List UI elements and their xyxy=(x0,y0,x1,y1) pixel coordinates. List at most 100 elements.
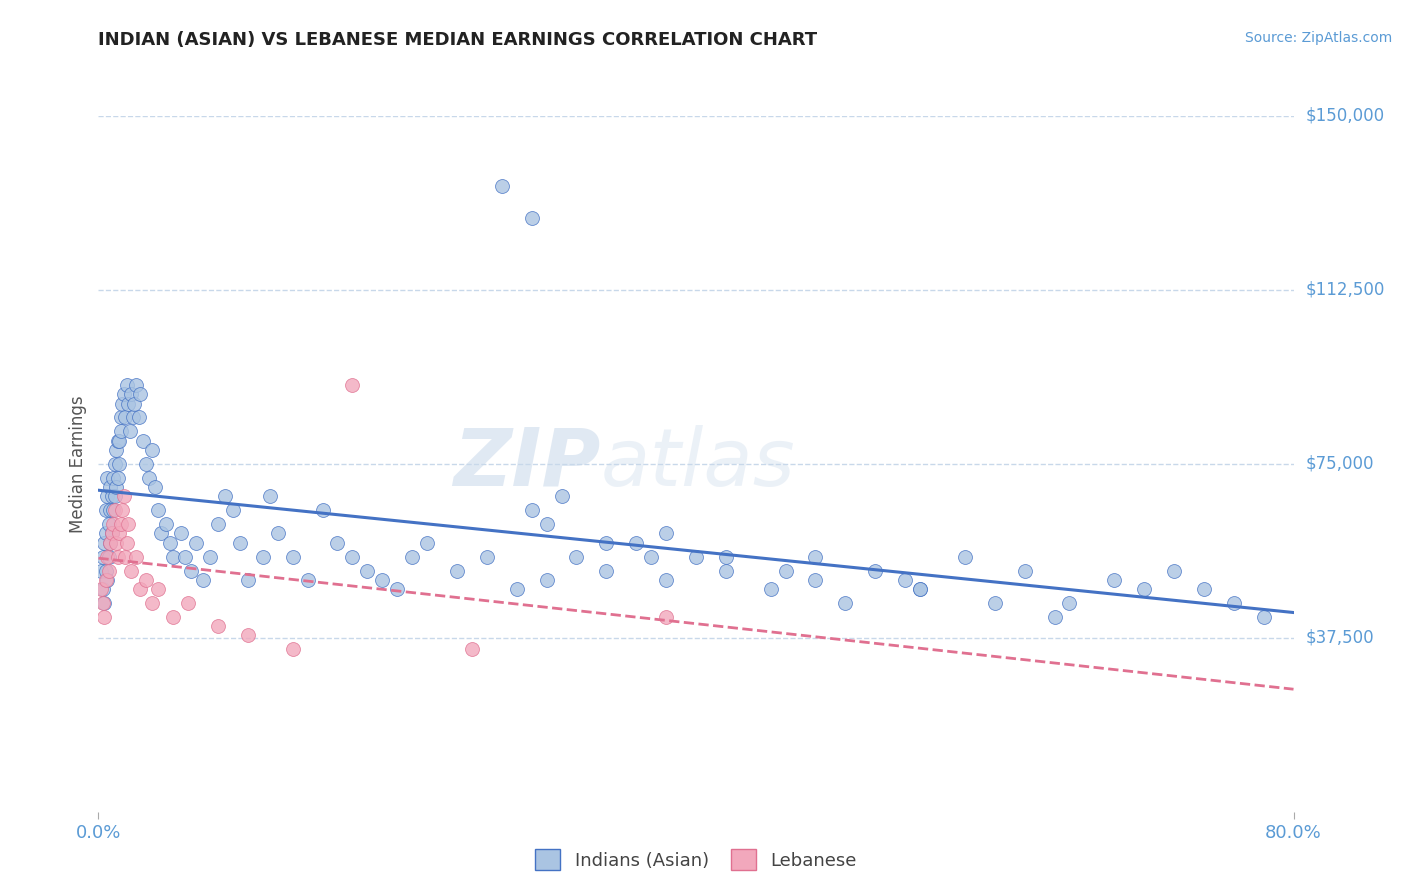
Point xyxy=(297,573,319,587)
Point xyxy=(96,471,118,485)
Point xyxy=(129,387,152,401)
Text: Source: ZipAtlas.com: Source: ZipAtlas.com xyxy=(1244,31,1392,45)
Text: $75,000: $75,000 xyxy=(1306,455,1374,473)
Point xyxy=(865,564,887,578)
Point xyxy=(983,596,1005,610)
Point xyxy=(804,549,827,564)
Point xyxy=(135,573,157,587)
Point xyxy=(401,549,423,564)
Point xyxy=(1104,573,1126,587)
Point xyxy=(214,489,236,503)
Point xyxy=(834,596,856,610)
Point xyxy=(281,549,304,564)
Point xyxy=(94,564,117,578)
Point xyxy=(97,549,120,564)
Point xyxy=(655,526,678,541)
Legend: Indians (Asian), Lebanese: Indians (Asian), Lebanese xyxy=(526,840,866,880)
Point xyxy=(111,503,134,517)
Point xyxy=(94,573,117,587)
Point xyxy=(135,457,157,471)
Point xyxy=(121,410,143,425)
Point xyxy=(155,517,177,532)
Text: $37,500: $37,500 xyxy=(1306,629,1374,647)
Point xyxy=(91,582,114,596)
Point xyxy=(953,549,976,564)
Point xyxy=(91,596,114,610)
Point xyxy=(804,573,827,587)
Point xyxy=(112,387,135,401)
Point xyxy=(104,489,127,503)
Point xyxy=(108,526,131,541)
Point xyxy=(90,582,112,596)
Point xyxy=(222,503,245,517)
Point xyxy=(371,573,394,587)
Point xyxy=(550,489,572,503)
Point xyxy=(281,642,304,657)
Point xyxy=(894,573,917,587)
Point xyxy=(98,535,122,549)
Point xyxy=(536,573,558,587)
Point xyxy=(520,211,543,225)
Point xyxy=(110,410,132,425)
Point xyxy=(141,596,163,610)
Point xyxy=(342,549,364,564)
Point xyxy=(908,582,931,596)
Point xyxy=(385,582,409,596)
Text: ZIP: ZIP xyxy=(453,425,600,503)
Point xyxy=(93,535,115,549)
Point xyxy=(446,564,468,578)
Point xyxy=(94,503,117,517)
Y-axis label: Median Earnings: Median Earnings xyxy=(69,395,87,533)
Point xyxy=(207,517,229,532)
Point xyxy=(506,582,529,596)
Point xyxy=(475,549,498,564)
Point xyxy=(117,396,139,410)
Point xyxy=(655,573,678,587)
Point xyxy=(174,549,197,564)
Point xyxy=(356,564,378,578)
Text: atlas: atlas xyxy=(600,425,796,503)
Point xyxy=(207,619,229,633)
Point xyxy=(105,442,128,457)
Point xyxy=(107,434,129,448)
Point xyxy=(624,535,647,549)
Point xyxy=(326,535,349,549)
Point xyxy=(565,549,588,564)
Text: $150,000: $150,000 xyxy=(1306,107,1385,125)
Point xyxy=(491,178,513,193)
Point xyxy=(98,503,122,517)
Point xyxy=(105,535,128,549)
Point xyxy=(120,387,142,401)
Point xyxy=(775,564,797,578)
Point xyxy=(115,535,138,549)
Point xyxy=(117,517,139,532)
Point xyxy=(148,582,170,596)
Point xyxy=(1014,564,1036,578)
Point xyxy=(125,549,148,564)
Point xyxy=(124,396,146,410)
Point xyxy=(1192,582,1215,596)
Point xyxy=(101,489,124,503)
Point xyxy=(104,503,127,517)
Point xyxy=(236,628,259,642)
Point xyxy=(267,526,290,541)
Point xyxy=(110,517,132,532)
Point xyxy=(169,526,191,541)
Point xyxy=(96,549,118,564)
Point xyxy=(96,573,118,587)
Point xyxy=(101,526,124,541)
Point xyxy=(91,549,114,564)
Point xyxy=(595,535,617,549)
Point xyxy=(101,526,124,541)
Point xyxy=(759,582,782,596)
Point xyxy=(94,526,117,541)
Point xyxy=(111,396,134,410)
Point xyxy=(114,410,136,425)
Point xyxy=(640,549,662,564)
Point xyxy=(108,434,131,448)
Point xyxy=(1043,610,1066,624)
Point xyxy=(252,549,274,564)
Point xyxy=(461,642,484,657)
Point xyxy=(150,526,173,541)
Point xyxy=(236,573,259,587)
